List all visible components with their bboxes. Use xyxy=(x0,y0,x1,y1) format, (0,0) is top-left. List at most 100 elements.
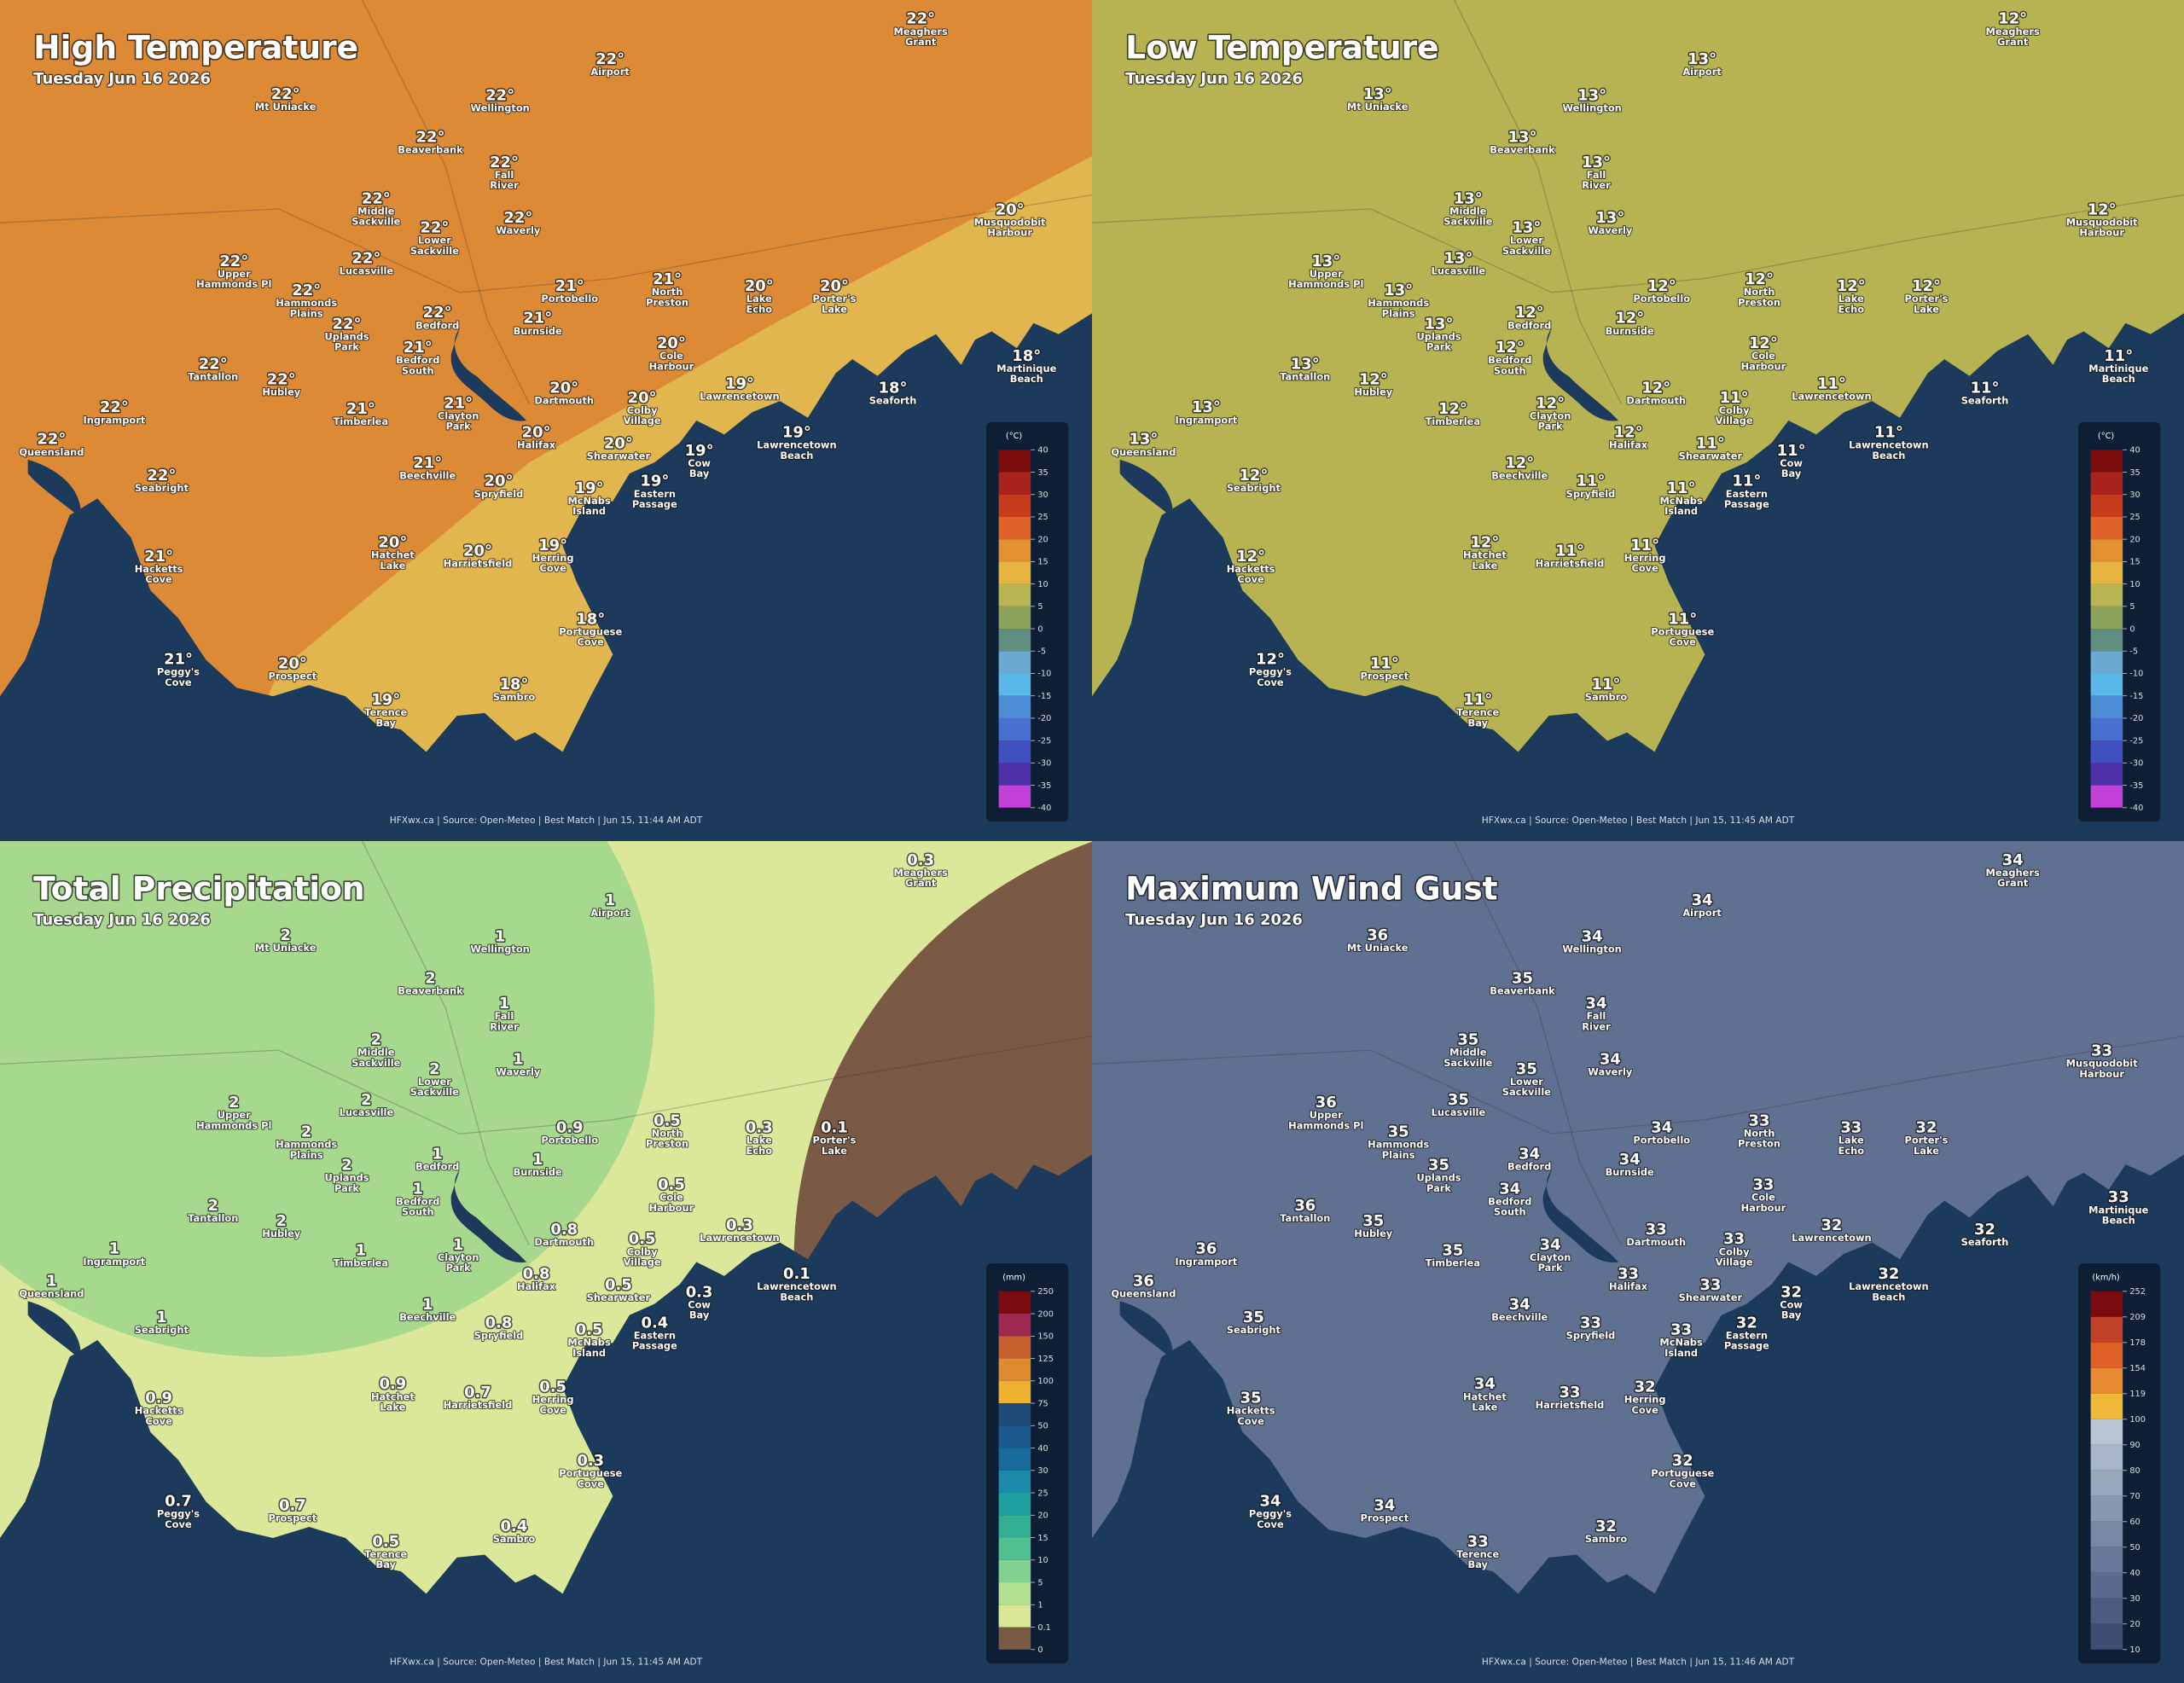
legend-swatch xyxy=(998,1559,1031,1583)
place-value: 1 xyxy=(413,1180,423,1198)
place-name: Hammonds xyxy=(1368,1138,1429,1150)
place-name: Harrietsfield xyxy=(444,1399,513,1411)
place-name: Lucasville xyxy=(1432,1106,1486,1118)
legend-tick-label: 60 xyxy=(2129,1518,2140,1527)
road xyxy=(0,1036,1092,1135)
place-name: Ingramport xyxy=(1175,1256,1237,1268)
legend-swatch xyxy=(2090,1316,2123,1343)
legend-swatch xyxy=(998,1448,1031,1471)
place-name: Village xyxy=(624,415,661,427)
legend-tick-label: -20 xyxy=(2129,714,2143,723)
place-value: 22° xyxy=(595,50,624,68)
place-name: Seabright xyxy=(1227,482,1281,494)
place-value: 20° xyxy=(522,424,551,442)
place-name: Burnside xyxy=(1606,325,1654,337)
place-name: Halifax xyxy=(517,1280,556,1292)
place-name: Sackville xyxy=(410,245,459,257)
place-name: River xyxy=(1582,179,1611,191)
legend-swatch xyxy=(2090,717,2123,741)
place-name: Mt Uniacke xyxy=(255,942,317,954)
place-value: 34 xyxy=(1692,891,1713,909)
place-name: Lawrencetown xyxy=(700,391,779,403)
legend-tick-label: -40 xyxy=(2129,804,2143,813)
place-value: 0.9 xyxy=(145,1390,172,1407)
harbour xyxy=(27,1301,81,1360)
place-name: Hammonds xyxy=(276,297,337,309)
place-name: Sackville xyxy=(351,1057,400,1069)
place-name: Plains xyxy=(290,1149,323,1161)
legend-swatch xyxy=(998,763,1031,786)
place-name: Lower xyxy=(418,235,451,247)
place-name: Burnside xyxy=(1606,1166,1654,1178)
place-name: Meaghers xyxy=(1986,26,2040,38)
place-value: 12° xyxy=(1912,277,1941,295)
place-value: 12° xyxy=(1438,400,1467,418)
place-name: South xyxy=(1494,364,1526,376)
place-value: 2 xyxy=(229,1094,239,1111)
place-name: Lower xyxy=(1510,1076,1543,1088)
place-value: 22° xyxy=(503,209,532,227)
place-value: 34 xyxy=(1600,1050,1621,1068)
place-name: Passage xyxy=(632,498,677,510)
place-value: 22° xyxy=(219,252,248,270)
place-name: Halifax xyxy=(1609,1280,1648,1292)
place-value: 32 xyxy=(1974,1221,1995,1239)
place-value: 1 xyxy=(422,1296,433,1314)
place-value: 0.8 xyxy=(550,1221,578,1239)
place-name: Ingramport xyxy=(83,414,145,426)
legend-tick-label: 50 xyxy=(1037,1422,1048,1431)
place-name: Lake xyxy=(380,560,405,572)
place-name: Preston xyxy=(646,296,688,308)
place-value: 11° xyxy=(1696,435,1725,453)
legend-tick-label: -10 xyxy=(2129,670,2143,679)
place-name: Passage xyxy=(632,1340,677,1352)
place-value: 0.3 xyxy=(726,1216,753,1234)
place-value: 32 xyxy=(1915,1119,1937,1137)
place-name: Plains xyxy=(1382,307,1415,319)
place-name: Hammonds Pl xyxy=(1288,278,1363,290)
place-name: Terence xyxy=(1456,1548,1499,1560)
legend-tick-label: 250 xyxy=(1037,1287,1054,1297)
place-name: Island xyxy=(1664,1347,1698,1359)
place-value: 33 xyxy=(1840,1119,1862,1137)
place-name: Grant xyxy=(1997,36,2029,48)
place-value: 21° xyxy=(144,548,173,566)
place-name: North xyxy=(652,1127,683,1139)
place-name: Middle xyxy=(1449,205,1487,217)
place-value: 19° xyxy=(640,473,669,490)
place-value: 21° xyxy=(346,400,375,418)
place-value: 20° xyxy=(378,534,407,552)
place-name: Wellington xyxy=(1562,102,1621,114)
place-name: Preston xyxy=(1738,296,1780,308)
place-value: 22° xyxy=(333,315,362,333)
place-value: 33 xyxy=(1560,1384,1581,1402)
place-value: 20° xyxy=(463,542,492,560)
legend-swatch xyxy=(2090,1572,2123,1599)
place-name: Spryfield xyxy=(1566,488,1616,500)
place-name: Colby xyxy=(627,404,658,416)
place-name: Lucasville xyxy=(340,265,394,277)
legend-tick-label: 10 xyxy=(1037,1556,1048,1565)
legend-tick-label: 40 xyxy=(1037,1444,1048,1454)
place-name: Park xyxy=(334,1182,359,1194)
place-name: Harrietsfield xyxy=(444,557,513,569)
place-value: 35 xyxy=(1243,1309,1264,1326)
legend-swatch xyxy=(998,629,1031,652)
place-name: Tantallon xyxy=(188,371,238,383)
legend-swatch xyxy=(2090,450,2123,473)
place-value: 33 xyxy=(1699,1276,1721,1294)
place-name: Beach xyxy=(1010,373,1043,385)
place-value: 13° xyxy=(1363,85,1392,103)
place-value: 12° xyxy=(1745,270,1774,288)
place-name: Echo xyxy=(746,303,773,315)
place-name: Hammonds Pl xyxy=(196,1119,271,1131)
map-panel: Total Precipitation Tuesday Jun 16 2026 0.… xyxy=(0,841,1092,1683)
place-name: Musquodobit xyxy=(974,216,1046,228)
place-name: Halifax xyxy=(1609,439,1648,451)
place-name: Lake xyxy=(1838,293,1864,305)
place-name: Sackville xyxy=(351,216,400,228)
legend-tick-label: -15 xyxy=(2129,692,2143,701)
place-value: 33 xyxy=(2108,1188,2129,1206)
place-name: Cove xyxy=(1631,1404,1658,1416)
legend-tick-label: 119 xyxy=(2129,1390,2146,1399)
